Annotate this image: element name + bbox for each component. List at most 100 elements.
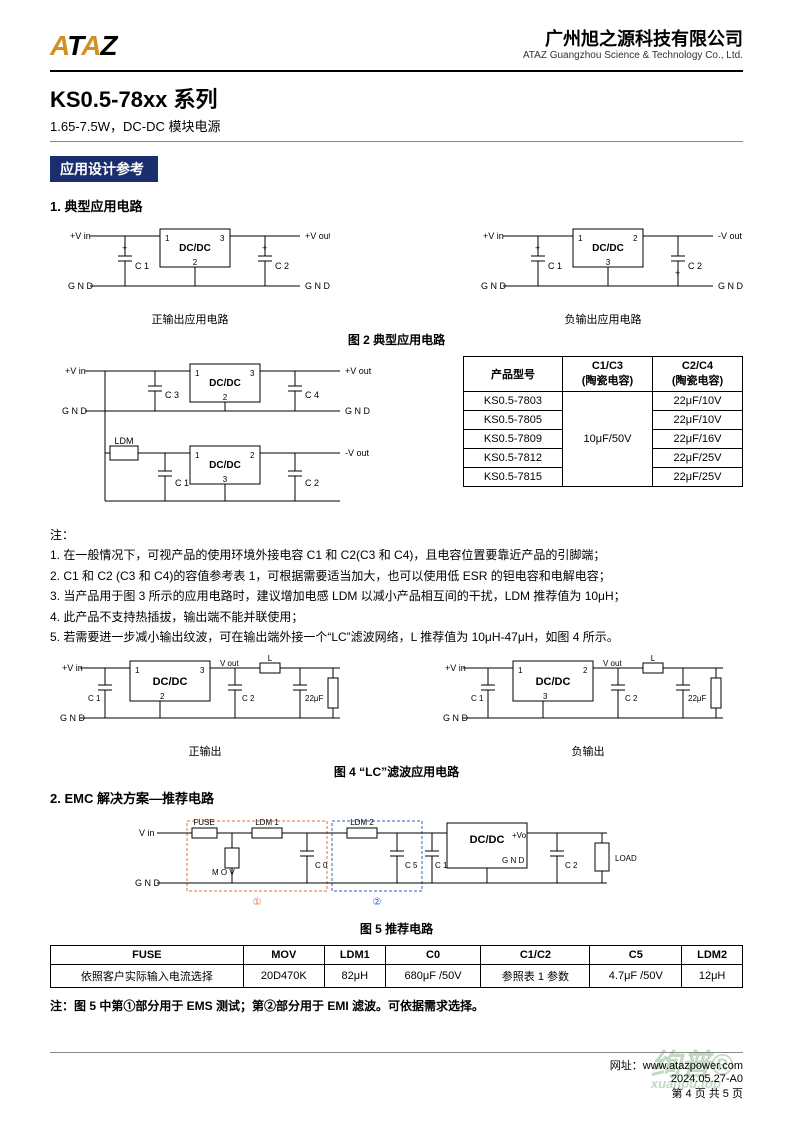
svg-text:C 2: C 2: [688, 261, 702, 271]
svg-text:DC/DC: DC/DC: [592, 243, 624, 254]
footer-date: 2024.05.27-A0: [50, 1073, 743, 1085]
svg-text:DC/DC: DC/DC: [209, 378, 241, 389]
svg-text:3: 3: [543, 692, 548, 701]
table-header-row: 产品型号 C1/C3(陶瓷电容) C2/C4(陶瓷电容): [464, 357, 743, 392]
sec2-note: 注：图 5 中第①部分用于 EMS 测试；第②部分用于 EMI 滤波。可依据需求…: [50, 996, 743, 1016]
svg-text:G N D: G N D: [718, 281, 743, 291]
svg-text:C 1: C 1: [175, 478, 189, 488]
svg-text:+: +: [535, 243, 540, 253]
svg-text:22μF: 22μF: [305, 694, 324, 703]
fig4-neg-label: 负输出: [433, 743, 743, 759]
section-tag: 应用设计参考: [50, 156, 158, 182]
note-line: 3. 当产品用于图 3 所示的应用电路时，建议增加电感 LDM 以减小产品相互间…: [50, 586, 743, 606]
svg-text:DC/DC: DC/DC: [469, 834, 504, 846]
svg-text:2: 2: [633, 234, 638, 243]
series-title: KS0.5-78xx 系列: [50, 82, 743, 114]
svg-text:DC/DC: DC/DC: [536, 676, 571, 688]
series-subtitle: 1.65-7.5W，DC-DC 模块电源: [50, 116, 743, 135]
svg-text:C 1: C 1: [88, 694, 101, 703]
svg-text:G N D: G N D: [60, 713, 86, 723]
svg-text:C 5: C 5: [405, 861, 418, 870]
svg-text:3: 3: [223, 475, 228, 484]
svg-text:+V in: +V in: [70, 231, 91, 241]
fig2-neg-circuit: DC/DC 123 C 1 C 2 +V in -V out G N DG N …: [463, 221, 743, 327]
svg-text:G N D: G N D: [62, 406, 88, 416]
fig4-caption: 图 4 “LC”滤波应用电路: [50, 763, 743, 780]
svg-text:2: 2: [583, 666, 588, 675]
svg-text:2: 2: [223, 393, 228, 402]
th-c1c3: C1/C3(陶瓷电容): [562, 357, 652, 392]
fig5-svg: ① ② FUSE LDM 1 LDM 2 DC/DC +VoG N D M O …: [117, 813, 677, 913]
svg-text:FUSE: FUSE: [193, 818, 214, 827]
fig2-pos-label: 正输出应用电路: [50, 311, 330, 327]
fig2-neg-label: 负输出应用电路: [463, 311, 743, 327]
svg-text:+: +: [675, 268, 680, 278]
svg-text:C 1: C 1: [471, 694, 484, 703]
fig4-neg-svg: DC/DC 123 V out L C 1 C 2 22μF +V inG N …: [433, 653, 743, 738]
emc-table: FUSE MOV LDM1 C0 C1/C2 C5 LDM2 依照客户实际输入电…: [50, 945, 743, 988]
svg-text:3: 3: [200, 666, 205, 675]
svg-text:+: +: [122, 243, 127, 253]
svg-text:V in: V in: [139, 828, 155, 838]
circuit-neg-svg: DC/DC 123 C 1 C 2 +V in -V out G N DG N …: [463, 221, 743, 306]
svg-text:C 0: C 0: [315, 861, 328, 870]
emc-header-row: FUSE MOV LDM1 C0 C1/C2 C5 LDM2: [51, 946, 743, 965]
subtitle-rule: [50, 141, 743, 142]
fig3-circuit: DC/DC 132 C 3 C 4 +V in+V out G N DG N D…: [50, 356, 380, 519]
fig2-row: DC/DC 1 3 2 C 1 C 2 +V in +V out G N D G N…: [50, 221, 743, 327]
fig4-pos-label: 正输出: [50, 743, 360, 759]
svg-text:C 2: C 2: [275, 261, 289, 271]
svg-text:22μF: 22μF: [688, 694, 707, 703]
svg-text:G N D: G N D: [345, 406, 371, 416]
svg-text:C 1: C 1: [435, 861, 448, 870]
th-c2c4: C2/C4(陶瓷电容): [652, 357, 742, 392]
svg-text:1: 1: [165, 234, 170, 243]
svg-text:G N D: G N D: [305, 281, 330, 291]
merged-c1c3: 10μF/50V: [562, 392, 652, 487]
svg-text:1: 1: [135, 666, 140, 675]
svg-text:+V in: +V in: [483, 231, 504, 241]
page-header: ATAZ 广州旭之源科技有限公司 ATAZ Guangzhou Science …: [50, 30, 743, 62]
svg-text:3: 3: [220, 234, 225, 243]
svg-text:C 1: C 1: [135, 261, 149, 271]
svg-text:3: 3: [250, 369, 255, 378]
company-name-en: ATAZ Guangzhou Science & Technology Co.,…: [523, 50, 743, 61]
svg-text:-V out: -V out: [718, 231, 743, 241]
svg-text:C 2: C 2: [305, 478, 319, 488]
svg-text:LDM 1: LDM 1: [255, 818, 279, 827]
svg-text:1: 1: [578, 234, 583, 243]
header-rule: [50, 70, 743, 72]
table-row: KS0.5-780310μF/50V22μF/10V: [464, 392, 743, 411]
svg-text:C 4: C 4: [305, 390, 319, 400]
svg-text:L: L: [651, 654, 656, 663]
svg-text:DC/DC: DC/DC: [153, 676, 188, 688]
fig4-row: DC/DC 132 V out L C 1 C 2 22μF +V inG N …: [50, 653, 743, 759]
company-block: 广州旭之源科技有限公司 ATAZ Guangzhou Science & Tec…: [523, 30, 743, 61]
svg-text:+V out: +V out: [305, 231, 330, 241]
capacitor-table: 产品型号 C1/C3(陶瓷电容) C2/C4(陶瓷电容) KS0.5-78031…: [463, 356, 743, 487]
note-line: 5. 若需要进一步减小输出纹波，可在输出端外接一个“LC”滤波网络，L 推荐值为…: [50, 627, 743, 647]
svg-text:C 3: C 3: [165, 390, 179, 400]
svg-text:L: L: [268, 654, 273, 663]
svg-text:+V in: +V in: [62, 663, 83, 673]
fig3-row: DC/DC 132 C 3 C 4 +V in+V out G N DG N D…: [50, 356, 743, 519]
logo: ATAZ: [50, 30, 117, 62]
emc-data-row: 依照客户实际输入电流选择 20D470K 82μH 680μF /50V 参照表…: [51, 965, 743, 988]
svg-text:+V in: +V in: [445, 663, 466, 673]
th-model: 产品型号: [464, 357, 563, 392]
circuit-pos-svg: DC/DC 132 C 1 C 2 +V in +V out G N D G N…: [50, 221, 330, 306]
svg-text:-V out: -V out: [345, 448, 370, 458]
svg-text:1: 1: [195, 451, 200, 460]
svg-text:LDM 2: LDM 2: [350, 818, 374, 827]
svg-text:DC/DC: DC/DC: [179, 243, 211, 254]
fig2-pos-circuit: DC/DC 132 C 1 C 2 +V in +V out G N D G N…: [50, 221, 330, 327]
svg-text:1: 1: [518, 666, 523, 675]
svg-text:2: 2: [250, 451, 255, 460]
fig2-caption: 图 2 典型应用电路: [50, 331, 743, 348]
fig5-caption: 图 5 推荐电路: [50, 920, 743, 937]
svg-text:DC/DC: DC/DC: [209, 460, 241, 471]
svg-text:G N D: G N D: [135, 878, 161, 888]
sec2-heading: 2. EMC 解决方案—推荐电路: [50, 788, 743, 807]
notes-label: 注：: [50, 525, 743, 545]
svg-text:V out: V out: [603, 659, 622, 668]
